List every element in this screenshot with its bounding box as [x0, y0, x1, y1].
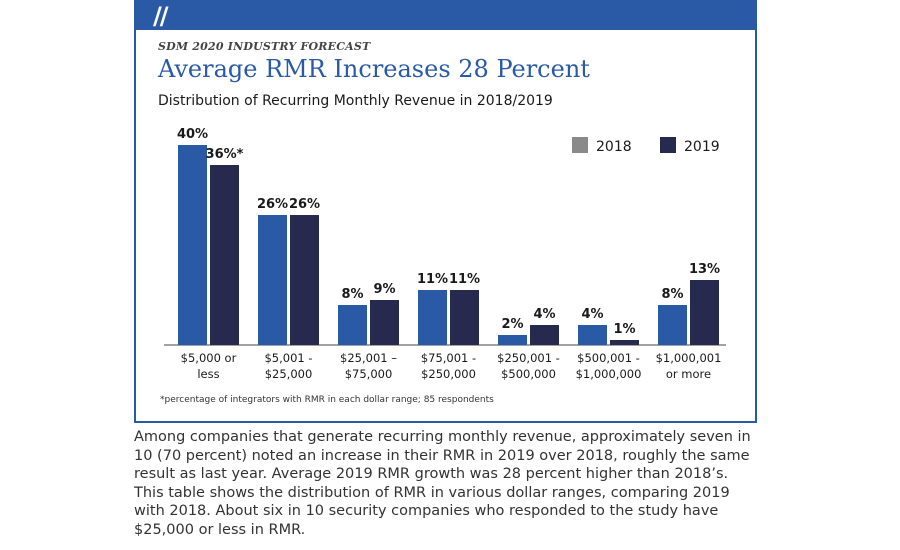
legend-swatch-2018: [572, 137, 588, 153]
bar-2018-0: [178, 145, 207, 345]
bar-2018-3: [418, 290, 447, 345]
data-label-2018-2: 8%: [341, 287, 363, 302]
data-label-2019-4: 4%: [533, 307, 555, 322]
bar-2018-5: [578, 325, 607, 345]
data-label-2018-4: 2%: [501, 317, 523, 332]
x-tick-label-0-0: $5,000 or: [181, 351, 237, 365]
x-tick-label-2-1: $75,000: [345, 367, 393, 381]
x-tick-label-5-1: $1,000,000: [576, 367, 642, 381]
data-label-2018-0: 40%: [177, 127, 208, 142]
data-label-2018-6: 8%: [661, 287, 683, 302]
x-tick-label-4-1: $500,000: [501, 367, 556, 381]
bar-2019-4: [530, 325, 559, 345]
legend-label-2018: 2018: [596, 139, 632, 155]
bar-2019-0: [210, 165, 239, 345]
data-label-2019-3: 11%: [449, 272, 480, 287]
header-bar: //: [136, 0, 755, 30]
x-tick-label-6-0: $1,000,001: [656, 351, 722, 365]
data-label-2018-5: 4%: [581, 307, 603, 322]
bar-2019-1: [290, 215, 319, 345]
bar-2018-1: [258, 215, 287, 345]
x-tick-label-4-0: $250,001 -: [497, 351, 560, 365]
bar-2019-5: [610, 340, 639, 345]
x-tick-label-5-0: $500,001 -: [577, 351, 640, 365]
bar-2018-6: [658, 305, 687, 345]
bar-2019-2: [370, 300, 399, 345]
x-tick-label-1-1: $25,000: [265, 367, 313, 381]
x-tick-label-0-1: less: [197, 367, 219, 381]
x-tick-label-6-1: or more: [666, 367, 711, 381]
data-label-2018-3: 11%: [417, 272, 448, 287]
caption-text: Among companies that generate recurring …: [134, 428, 759, 539]
x-tick-label-3-1: $250,000: [421, 367, 476, 381]
data-label-2019-0: 36%*: [206, 147, 244, 162]
data-label-2018-1: 26%: [257, 197, 288, 212]
kicker: SDM 2020 INDUSTRY FORECAST: [158, 40, 370, 53]
chart-card: // SDM 2020 INDUSTRY FORECAST Average RM…: [134, 0, 757, 423]
chart-subtitle: Distribution of Recurring Monthly Revenu…: [158, 93, 553, 109]
legend-label-2019: 2019: [684, 139, 720, 155]
double-slash-icon: //: [153, 2, 167, 30]
x-tick-label-2-0: $25,001 –: [340, 351, 397, 365]
bar-2019-3: [450, 290, 479, 345]
x-tick-label-3-0: $75,001 -: [421, 351, 476, 365]
data-label-2019-1: 26%: [289, 197, 320, 212]
bar-2019-6: [690, 280, 719, 345]
bar-chart: 40% 36%* $5,000 or less 26% 26% $5,001 - $25,00…: [136, 115, 756, 390]
legend-swatch-2019: [660, 137, 676, 153]
bar-2018-4: [498, 335, 527, 345]
bar-2018-2: [338, 305, 367, 345]
chart-title: Average RMR Increases 28 Percent: [158, 55, 590, 83]
x-tick-label-1-0: $5,001 -: [264, 351, 312, 365]
data-label-2019-5: 1%: [613, 322, 635, 337]
data-label-2019-2: 9%: [373, 282, 395, 297]
footnote: *percentage of integrators with RMR in e…: [160, 395, 494, 405]
data-label-2019-6: 13%: [689, 262, 720, 277]
